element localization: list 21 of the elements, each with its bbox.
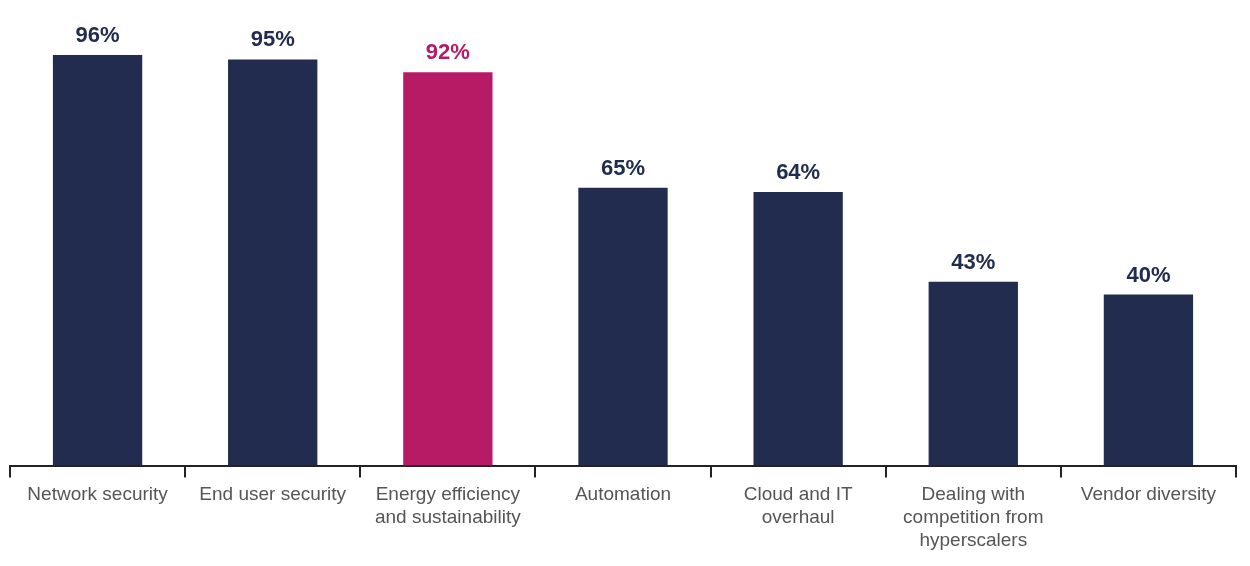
x-tick-label: Dealing with competition from hyperscalers bbox=[903, 483, 1044, 550]
bar bbox=[52, 55, 143, 466]
data-label: 64% bbox=[776, 159, 821, 184]
bar bbox=[403, 72, 493, 466]
data-label: 92% bbox=[425, 39, 470, 65]
data-label: 65% bbox=[600, 154, 646, 180]
bar bbox=[578, 187, 668, 466]
x-tick-label: Cloud and IT overhaul bbox=[743, 483, 853, 528]
data-label: 40% bbox=[1126, 261, 1171, 287]
x-tick-label: Network security bbox=[27, 483, 169, 505]
data-label: 96% bbox=[75, 22, 120, 48]
x-tick-label: Vendor diversity bbox=[1080, 483, 1217, 505]
bar bbox=[1103, 294, 1194, 466]
bar bbox=[753, 191, 843, 466]
bar bbox=[928, 281, 1018, 466]
data-label: 43% bbox=[951, 248, 996, 274]
x-tick-label: End user security bbox=[199, 483, 347, 505]
x-tick-label: Energy efficiency and sustainability bbox=[374, 483, 522, 528]
data-label: 95% bbox=[250, 26, 295, 52]
bar bbox=[228, 59, 318, 466]
x-tick-label: Automation bbox=[574, 483, 672, 505]
